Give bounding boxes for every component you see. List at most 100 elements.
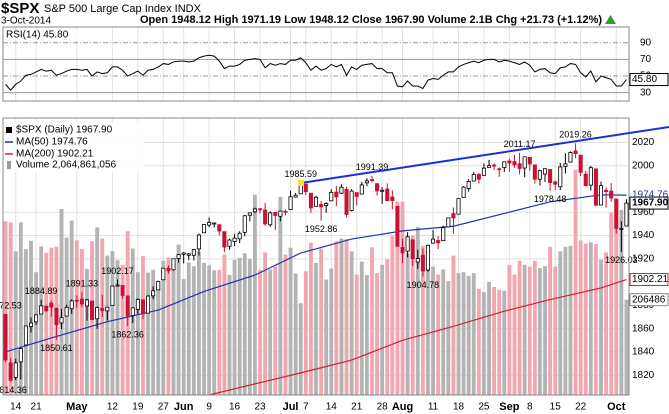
volume-bar [522, 264, 527, 395]
volume-bar [181, 279, 186, 395]
volume-bar [120, 264, 125, 395]
volume-bar [202, 262, 206, 395]
x-tick-label: Jun [174, 401, 194, 413]
volume-bar [151, 269, 156, 395]
volume-bar [339, 238, 344, 395]
legend-swatch [6, 127, 12, 133]
candle-body [532, 164, 537, 180]
volume-bar [431, 266, 435, 395]
volume-bar [314, 262, 318, 395]
volume-bar [247, 258, 252, 395]
candle-body [431, 238, 436, 244]
candle-body [151, 290, 156, 297]
volume-bar [191, 266, 196, 395]
x-tick-label: 19 [132, 402, 144, 413]
candle-body [410, 239, 415, 259]
value-marker-label: 45.80 [632, 74, 657, 85]
volume-bar [8, 222, 13, 395]
volume-bar [543, 266, 547, 395]
volume-bar [548, 246, 553, 395]
volume-bar [166, 257, 171, 395]
candle-body [79, 298, 84, 305]
volume-bar [34, 272, 39, 395]
candle-body [578, 154, 583, 173]
candle-body [425, 244, 430, 271]
candle-body [604, 189, 609, 192]
candle-body [507, 160, 512, 164]
volume-bar [349, 251, 354, 395]
candle-body [390, 196, 395, 201]
candle-body [517, 163, 522, 169]
candle-body [69, 300, 74, 310]
x-tick-label: 23 [254, 402, 266, 413]
candle-body [288, 196, 293, 211]
candle-body [18, 348, 23, 363]
candle-body [166, 268, 171, 272]
candle-body [481, 167, 486, 176]
volume-bar [293, 273, 298, 395]
volume-bar [573, 169, 578, 395]
volume-bar [79, 249, 84, 395]
candle-body [466, 181, 471, 189]
volume-bar [207, 265, 212, 395]
volume-bar [482, 292, 486, 395]
candle-body [146, 295, 151, 314]
volume-bar [324, 279, 329, 395]
x-tick-label: May [66, 401, 88, 413]
main-plot [3, 143, 629, 395]
volume-bar [380, 264, 385, 395]
x-tick-label: 28 [377, 402, 389, 413]
index-name: S&P 500 Large Cap Index INDX [44, 3, 202, 15]
volume-bar [563, 246, 568, 395]
candle-body [441, 227, 446, 242]
volume-bar [135, 272, 140, 395]
date: 3-Oct-2014 [1, 16, 51, 27]
candle-body [339, 186, 344, 194]
volume-bar [156, 286, 161, 395]
volume-bar [354, 274, 359, 395]
rsi-line [5, 54, 627, 91]
rsi-tick-label: 30 [640, 87, 652, 98]
volume-bar [171, 269, 176, 395]
candle-body [125, 295, 130, 317]
volume-bar [451, 255, 456, 395]
candle-body [110, 285, 115, 306]
rsi-frame [2, 26, 630, 102]
volume-bar [426, 261, 430, 395]
candle-body [344, 188, 349, 215]
volume-bar [197, 251, 201, 395]
legend-ma200: MA(200) 1902.21 [16, 149, 94, 160]
candle-body [313, 196, 319, 207]
candle-body [49, 302, 54, 308]
candle-body [512, 161, 517, 166]
candle-body [609, 190, 614, 199]
price-annotation: 1926.03 [605, 255, 638, 265]
candle-body [624, 202, 629, 227]
volume-bar [232, 259, 237, 395]
volume-bar [568, 245, 573, 395]
value-marker-box [629, 73, 669, 87]
y-tick-label: 1940 [632, 230, 655, 241]
volume-bar [329, 268, 334, 395]
candle-body [207, 222, 212, 226]
volume-bar [176, 244, 181, 395]
volume-bar [527, 266, 532, 395]
volume-bar [242, 253, 247, 395]
y-tick-label: 2020 [632, 137, 655, 148]
candle-body [74, 299, 79, 302]
candle-body [400, 247, 405, 254]
candle-body [359, 184, 364, 195]
volume-bar [3, 221, 8, 395]
candle-body [252, 208, 257, 213]
price-annotation: 1952.86 [305, 224, 338, 234]
x-tick-label: 11 [428, 402, 439, 413]
volume-bar [517, 260, 522, 395]
candle-body [308, 192, 313, 209]
x-tick-label: 12 [107, 402, 119, 413]
x-tick-label: 16 [229, 402, 241, 413]
x-tick-label: 15 [550, 402, 562, 413]
candle-body [196, 234, 201, 250]
price-annotation: 1872.53 [0, 300, 22, 310]
volume-bar [588, 242, 593, 395]
volume-bar [319, 248, 324, 395]
